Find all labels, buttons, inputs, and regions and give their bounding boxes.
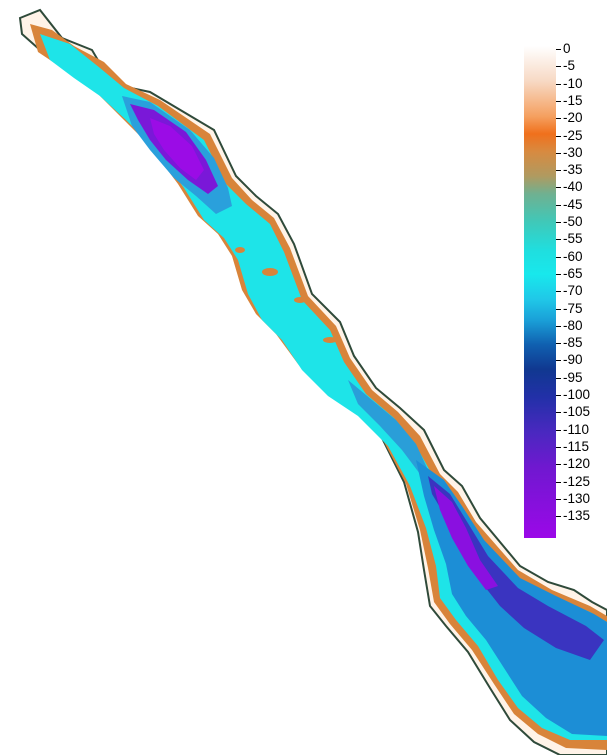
colorbar-tick-label: -5	[556, 59, 575, 73]
colorbar-tick-label: -110	[556, 422, 589, 437]
colorbar-tick-label: -115	[556, 439, 589, 454]
colorbar-tick-label: -35	[556, 163, 583, 177]
colorbar-tick-label: -130	[556, 491, 590, 506]
colorbar-tick-label: -60	[556, 249, 583, 264]
colorbar-tick-label: -70	[556, 284, 583, 298]
shoal-2	[294, 297, 306, 303]
colorbar-tick-label: -75	[556, 301, 583, 316]
colorbar-tick-label: -30	[556, 145, 583, 160]
central-channel	[348, 380, 428, 474]
south-basin-deep	[428, 476, 604, 660]
north-basin-deepest	[150, 118, 204, 180]
colorbar-tick-label: -105	[556, 405, 590, 419]
south-basin-deepest	[434, 486, 498, 590]
colorbar-tick-label: -90	[556, 353, 583, 367]
colorbar-tick-label: -65	[556, 266, 583, 281]
shoal-1	[262, 268, 278, 276]
colorbar-tick-label: -25	[556, 128, 583, 143]
colorbar-tick-label: -45	[556, 197, 583, 212]
colorbar-tick-label: -135	[556, 509, 590, 523]
colorbar-ticks: 0 -5 -10 -15 -20 -25 -30 -35 -40 -45 -50 -55 -60 -65 -…	[556, 42, 604, 538]
colorbar-tick-label: -55	[556, 232, 583, 246]
colorbar-tick-label: -40	[556, 180, 583, 194]
colorbar-tick-label: -20	[556, 111, 583, 125]
colorbar-tick-label: 0	[556, 42, 571, 56]
colorbar-tick-label: -80	[556, 318, 583, 333]
colorbar-tick-label: -10	[556, 76, 583, 91]
colorbar	[524, 46, 556, 538]
colorbar-tick-label: -95	[556, 370, 583, 385]
colorbar-tick-label: -125	[556, 474, 590, 489]
shoal-3	[323, 337, 337, 343]
colorbar-tick-label: -100	[556, 388, 590, 402]
colorbar-tick-label: -120	[556, 457, 590, 471]
depth-colorbar-legend: 0 -5 -10 -15 -20 -25 -30 -35 -40 -45 -50 -55 -60 -65 -…	[524, 42, 604, 538]
colorbar-tick-label: -50	[556, 215, 583, 229]
colorbar-tick-label: -85	[556, 336, 583, 350]
colorbar-tick-label: -15	[556, 93, 583, 108]
colorbar-fill	[524, 46, 556, 538]
shoal-4	[235, 247, 245, 253]
